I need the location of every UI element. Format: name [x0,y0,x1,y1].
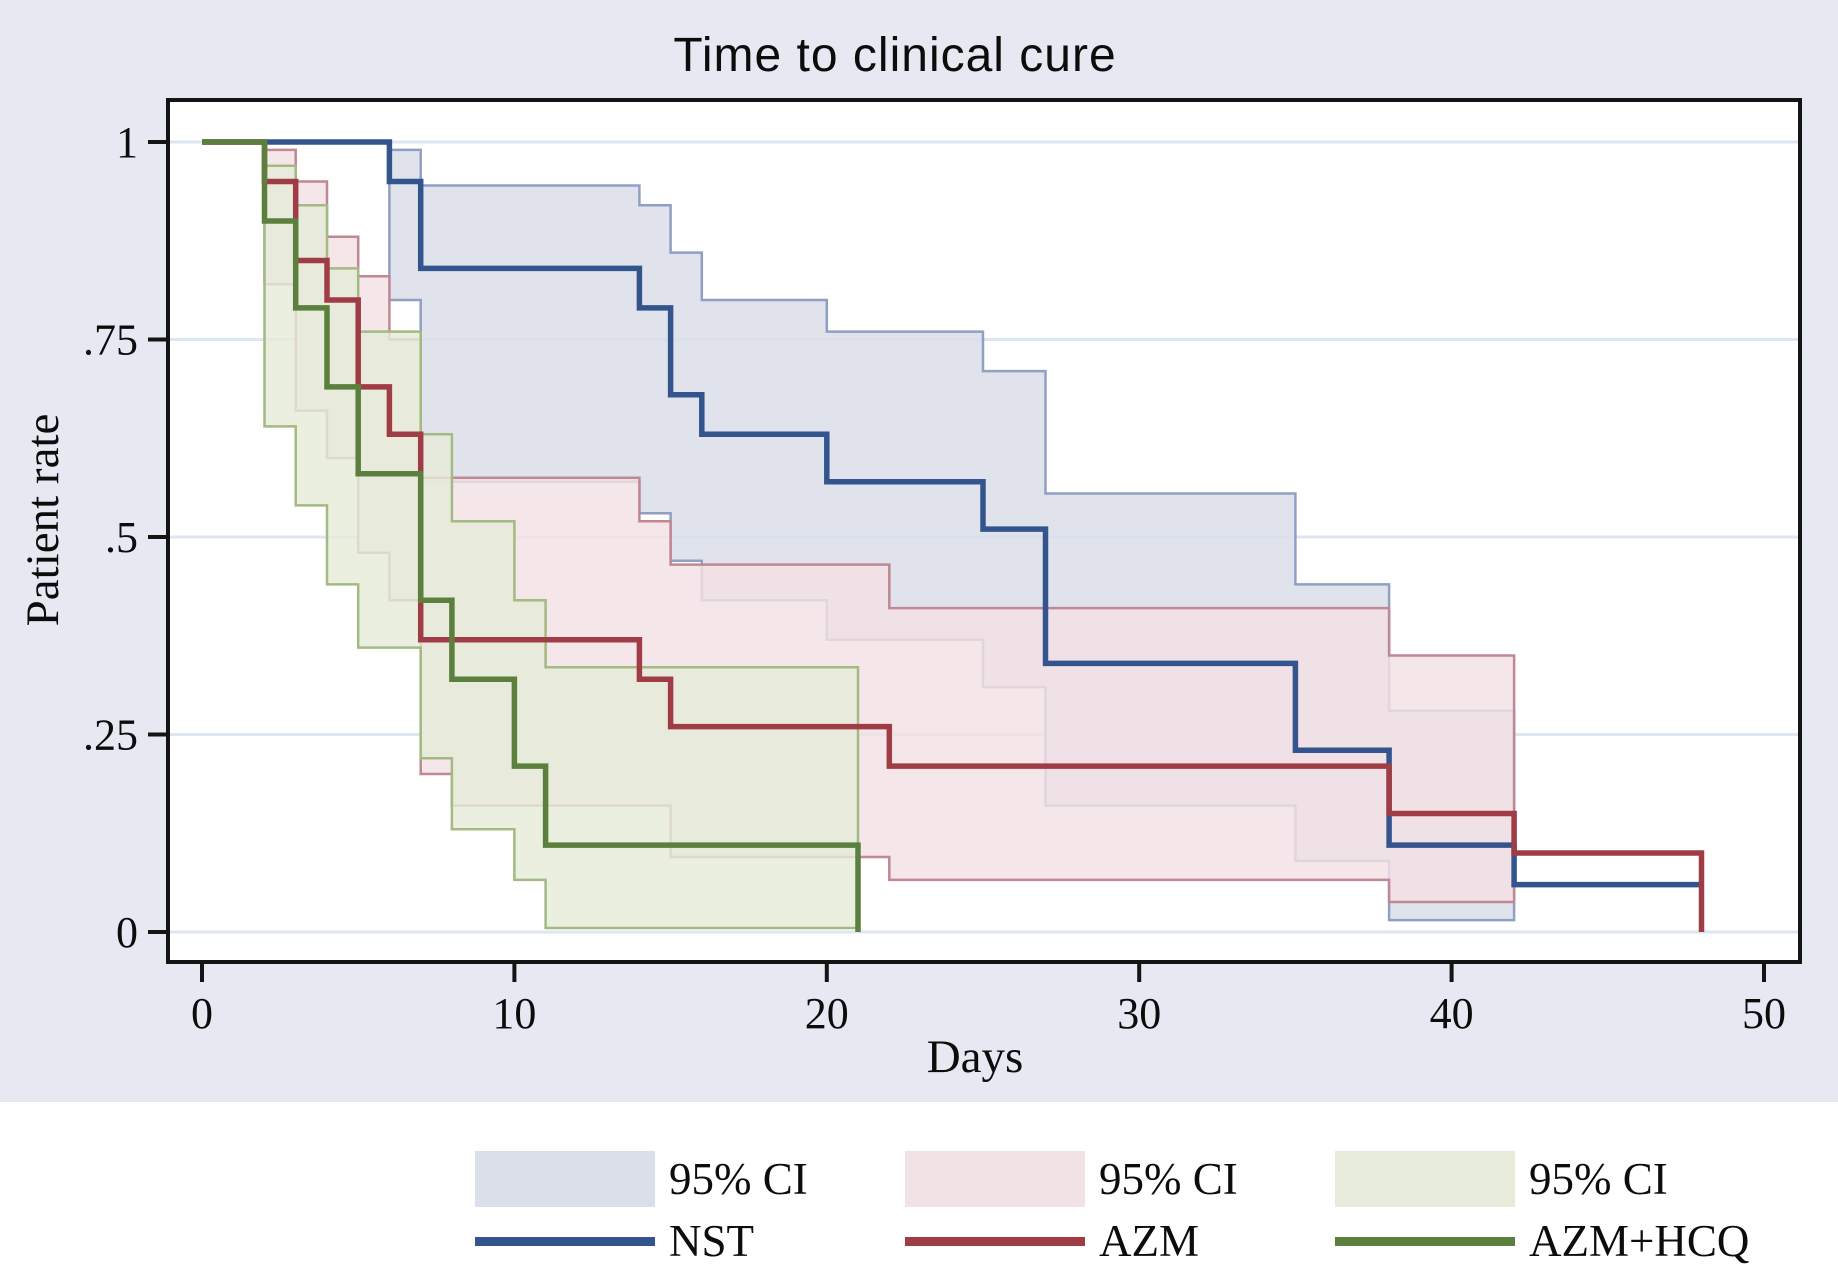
y-tick-label-.5: .5 [105,513,138,562]
line-swatch-azmhcq [1335,1236,1515,1246]
x-axis-label: Days [927,1031,1024,1083]
x-tick-label-40: 40 [1430,989,1474,1038]
y-tick-label-.25: .25 [83,711,138,760]
series-label: NST [669,1216,755,1266]
y-tick-label-.75: .75 [83,316,138,365]
ci-label: 95% CI [1099,1154,1238,1204]
legend-row-line: AZM [905,1210,1385,1272]
legend-row-line: NST [475,1210,955,1272]
x-tick-label-10: 10 [492,989,536,1038]
legend-row-ci: 95% CI [475,1148,955,1210]
legend: 95% CI NST 95% CI AZM 95% CI [0,1148,1838,1278]
legend-item-nst: 95% CI NST [475,1148,955,1272]
series-label: AZM [1099,1216,1199,1266]
plot-frame [166,98,1802,964]
x-tick-label-30: 30 [1117,989,1161,1038]
legend-item-azmhcq: 95% CI AZM+HCQ [1335,1148,1815,1272]
ci-label: 95% CI [669,1154,808,1204]
y-tick-label-0: 0 [116,908,138,957]
survival-curves [202,139,1705,932]
ci-swatch-azm [905,1151,1085,1207]
line-swatch-nst [475,1236,655,1246]
y-tick-label-1: 1 [116,118,138,167]
ci-label: 95% CI [1529,1154,1668,1204]
chart-title: Time to clinical cure [673,29,1117,82]
ci-swatch-azmhcq [1335,1151,1515,1207]
x-tick-label-20: 20 [805,989,849,1038]
x-axis-ticks: 0 10 20 30 40 50 [191,962,1786,1038]
y-axis-ticks: 0 .25 .5 .75 1 [83,118,168,957]
y-axis-label: Patient rate [17,414,69,627]
legend-row-ci: 95% CI [905,1148,1385,1210]
line-swatch-azm [905,1236,1085,1246]
x-tick-label-50: 50 [1742,989,1786,1038]
legend-row-ci: 95% CI [1335,1148,1815,1210]
legend-row-line: AZM+HCQ [1335,1210,1815,1272]
ci-swatch-nst [475,1151,655,1207]
series-label: AZM+HCQ [1529,1216,1750,1266]
curve-azm+hcq [202,139,861,932]
legend-item-azm: 95% CI AZM [905,1148,1385,1272]
x-tick-label-0: 0 [191,989,213,1038]
